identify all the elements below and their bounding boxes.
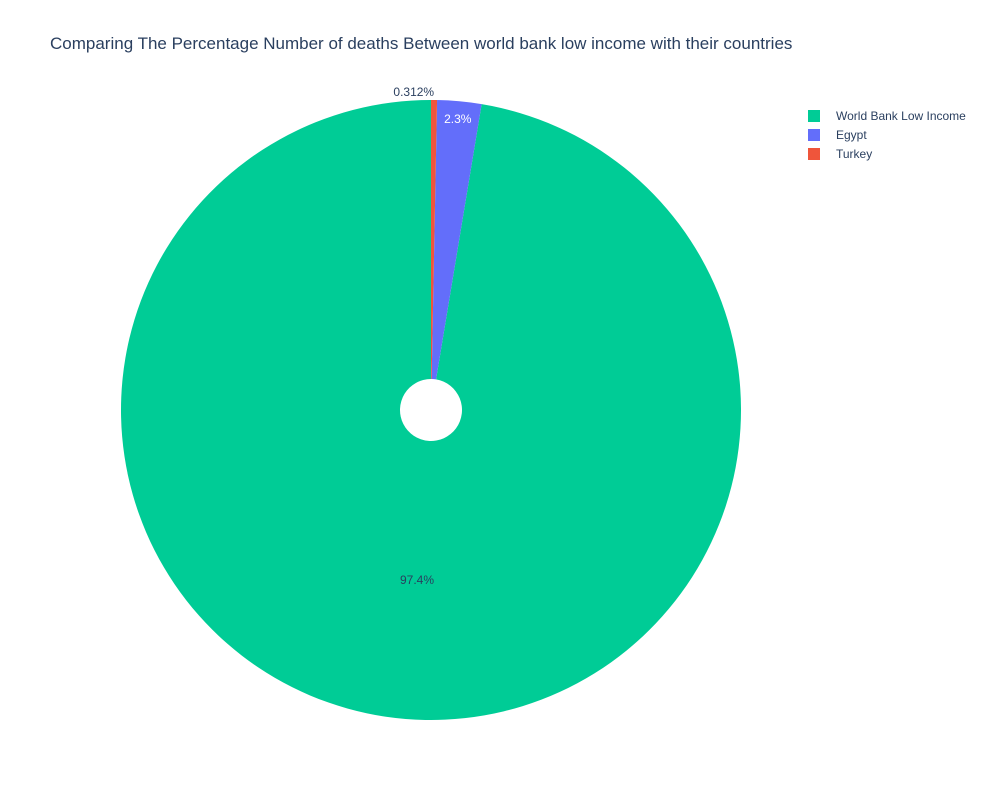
legend-item-egypt[interactable]: Egypt (808, 125, 966, 144)
pie-slice-turkey[interactable] (431, 100, 438, 380)
legend-label: World Bank Low Income (836, 108, 966, 123)
legend-label: Egypt (836, 127, 867, 142)
chart-title: Comparing The Percentage Number of death… (50, 34, 793, 53)
legend-item-world-bank-low-income[interactable]: World Bank Low Income (808, 106, 966, 125)
pie-slice-egypt[interactable] (431, 100, 482, 380)
pie-slice-labels: 97.4% 2.3% 0.312% (393, 85, 471, 587)
legend-item-turkey[interactable]: Turkey (808, 144, 966, 163)
legend-swatch (808, 147, 820, 160)
slice-label-egypt: 2.3% (444, 112, 472, 126)
legend: World Bank Low Income Egypt Turkey (808, 106, 966, 163)
legend-swatch (808, 109, 820, 122)
legend-label: Turkey (836, 146, 873, 161)
slice-label-world-bank-low-income: 97.4% (400, 573, 434, 587)
pie-slices (120, 100, 742, 720)
pie-slice-world-bank-low-income[interactable] (120, 100, 742, 720)
slice-label-turkey: 0.312% (393, 85, 434, 99)
legend-swatch (808, 128, 820, 141)
